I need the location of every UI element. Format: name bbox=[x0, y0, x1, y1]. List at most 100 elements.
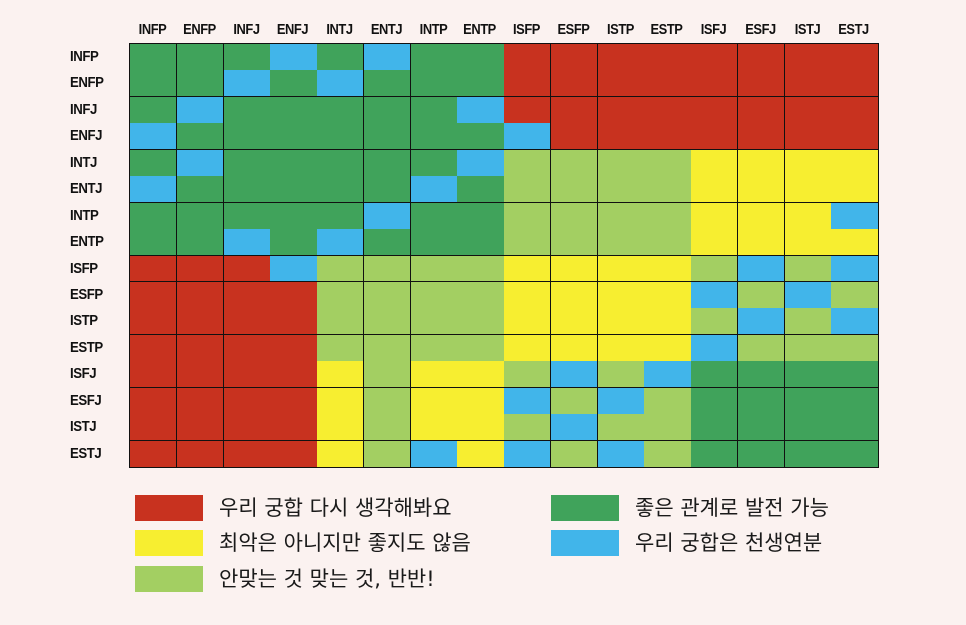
column-label-istj: ISTJ bbox=[794, 21, 820, 38]
cell-infp-enfp bbox=[176, 44, 224, 71]
cell-entj-estp bbox=[644, 176, 692, 204]
cell-isfj-isfj bbox=[691, 361, 739, 389]
cell-enfp-istp bbox=[597, 70, 645, 98]
cell-istp-intp bbox=[410, 308, 458, 336]
cell-enfj-estp bbox=[644, 123, 692, 151]
cell-infp-esfj bbox=[737, 44, 785, 71]
cell-isfp-intj bbox=[317, 255, 365, 283]
column-label-intp: INTP bbox=[419, 21, 447, 38]
column-label-estj: ESTJ bbox=[838, 21, 870, 38]
cell-entj-enfp bbox=[176, 176, 224, 204]
cell-infj-estj bbox=[831, 96, 879, 124]
cell-esfj-isfj bbox=[691, 387, 739, 415]
cell-estj-enfp bbox=[176, 440, 224, 468]
cell-istp-isfp bbox=[504, 308, 552, 336]
cell-isfp-isfj bbox=[691, 255, 739, 283]
cell-intp-enfj bbox=[270, 202, 318, 230]
cell-entp-infj bbox=[223, 229, 271, 257]
cell-estj-infj bbox=[223, 440, 271, 468]
cell-entp-istp bbox=[597, 229, 645, 257]
cell-enfj-isfj bbox=[691, 123, 739, 151]
cell-estp-enfp bbox=[176, 334, 224, 362]
cell-istp-istj bbox=[784, 308, 832, 336]
cell-entj-intj bbox=[317, 176, 365, 204]
cell-infp-enfj bbox=[270, 44, 318, 71]
cell-istj-esfj bbox=[737, 414, 785, 442]
column-label-esfj: ESFJ bbox=[744, 21, 776, 38]
cell-enfp-esfp bbox=[550, 70, 598, 98]
cell-entp-estp bbox=[644, 229, 692, 257]
cell-enfp-intj bbox=[317, 70, 365, 98]
cell-istp-estj bbox=[831, 308, 879, 336]
cell-infj-estp bbox=[644, 96, 692, 124]
cell-intp-istj bbox=[784, 202, 832, 230]
column-label-istp: ISTP bbox=[606, 21, 634, 38]
cell-intj-intj bbox=[317, 149, 365, 177]
cell-estp-infj bbox=[223, 334, 271, 362]
cell-enfp-estp bbox=[644, 70, 692, 98]
legend-label-yellow: 최악은 아니지만 좋지도 않음 bbox=[219, 531, 471, 555]
cell-isfj-infp bbox=[130, 361, 178, 389]
cell-enfj-intj bbox=[317, 123, 365, 151]
cell-isfp-enfp bbox=[176, 255, 224, 283]
cell-infj-isfj bbox=[691, 96, 739, 124]
row-label-estp: ESTP bbox=[70, 338, 103, 356]
cell-esfj-entp bbox=[457, 387, 505, 415]
cell-estp-estp bbox=[644, 334, 692, 362]
cell-istp-intj bbox=[317, 308, 365, 336]
cell-esfp-isfp bbox=[504, 281, 552, 309]
cell-intp-esfp bbox=[550, 202, 598, 230]
cell-infj-isfp bbox=[504, 96, 552, 124]
row-label-estj: ESTJ bbox=[70, 444, 102, 462]
cell-entj-istp bbox=[597, 176, 645, 204]
cell-isfj-infj bbox=[223, 361, 271, 389]
cell-isfj-intj bbox=[317, 361, 365, 389]
cell-istj-entp bbox=[457, 414, 505, 442]
legend-label-blue: 우리 궁합은 천생연분 bbox=[635, 531, 823, 555]
cell-infp-estj bbox=[831, 44, 879, 71]
cell-entp-entj bbox=[363, 229, 411, 257]
cell-intp-intj bbox=[317, 202, 365, 230]
cell-esfp-istp bbox=[597, 281, 645, 309]
cell-esfj-entj bbox=[363, 387, 411, 415]
cell-estj-intj bbox=[317, 440, 365, 468]
legend-swatch-lightgreen bbox=[135, 566, 203, 592]
cell-entj-enfj bbox=[270, 176, 318, 204]
cell-intj-esfj bbox=[737, 149, 785, 177]
cell-esfj-esfp bbox=[550, 387, 598, 415]
cell-esfj-esfj bbox=[737, 387, 785, 415]
cell-intp-isfp bbox=[504, 202, 552, 230]
cell-esfj-estj bbox=[831, 387, 879, 415]
cell-esfp-entp bbox=[457, 281, 505, 309]
cell-estp-intp bbox=[410, 334, 458, 362]
cell-entp-enfp bbox=[176, 229, 224, 257]
cell-isfp-esfp bbox=[550, 255, 598, 283]
cell-intj-esfp bbox=[550, 149, 598, 177]
cell-istp-infj bbox=[223, 308, 271, 336]
cell-entj-esfp bbox=[550, 176, 598, 204]
cell-intj-entj bbox=[363, 149, 411, 177]
cell-isfj-istp bbox=[597, 361, 645, 389]
row-label-enfp: ENFP bbox=[70, 74, 104, 92]
cell-entp-enfj bbox=[270, 229, 318, 257]
cell-istp-enfj bbox=[270, 308, 318, 336]
cell-entp-isfj bbox=[691, 229, 739, 257]
cell-entj-infp bbox=[130, 176, 178, 204]
cell-infj-infj bbox=[223, 96, 271, 124]
cell-esfj-infp bbox=[130, 387, 178, 415]
cell-estp-istp bbox=[597, 334, 645, 362]
cell-entp-isfp bbox=[504, 229, 552, 257]
cell-infj-esfj bbox=[737, 96, 785, 124]
cell-istj-intp bbox=[410, 414, 458, 442]
cell-entp-entp bbox=[457, 229, 505, 257]
cell-istp-esfp bbox=[550, 308, 598, 336]
cell-esfp-infp bbox=[130, 281, 178, 309]
cell-isfp-istj bbox=[784, 255, 832, 283]
cell-istj-intj bbox=[317, 414, 365, 442]
cell-esfj-estp bbox=[644, 387, 692, 415]
cell-isfj-entj bbox=[363, 361, 411, 389]
cell-esfp-intj bbox=[317, 281, 365, 309]
cell-intj-estp bbox=[644, 149, 692, 177]
cell-enfj-enfp bbox=[176, 123, 224, 151]
